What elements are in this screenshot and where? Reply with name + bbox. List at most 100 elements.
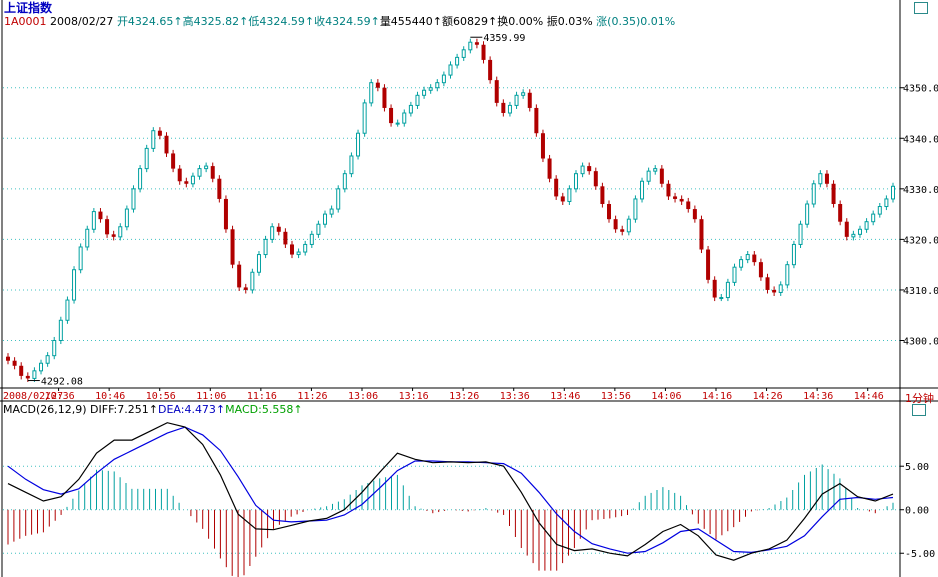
time-tick-label: 14:16: [702, 391, 732, 402]
time-tick-label: 13:36: [500, 391, 530, 402]
time-tick-label: 11:06: [196, 391, 226, 402]
indicator-maximize-icon[interactable]: [912, 404, 926, 416]
candle-body: [692, 209, 697, 220]
candle-body: [488, 59, 493, 81]
candle-body: [276, 226, 281, 232]
candle-body: [699, 219, 704, 250]
open-value: 开4324.65↑: [116, 15, 183, 28]
candle-body: [877, 206, 882, 215]
close-value: 收4324.59↑: [314, 15, 380, 28]
candle-body: [607, 204, 612, 220]
candle-body: [593, 171, 598, 187]
diff-line: [7, 422, 894, 561]
candle-body: [653, 168, 658, 172]
candle-body: [540, 133, 545, 159]
candle-body: [303, 243, 308, 253]
candle-body: [514, 94, 519, 106]
candle-body: [32, 370, 37, 379]
candle-body: [739, 259, 744, 268]
candle-body: [857, 228, 862, 235]
candle-body: [871, 213, 876, 223]
candle-body: [144, 147, 149, 170]
price-tick-label: 4340.0: [903, 134, 938, 145]
candle-body: [329, 208, 334, 215]
price-tick-label: 4330.0: [903, 185, 938, 196]
candle-body: [758, 262, 763, 278]
candle-body: [91, 211, 96, 230]
candle-body: [85, 228, 90, 248]
candle-body: [534, 107, 539, 134]
candle-body: [39, 362, 44, 372]
candle-body: [818, 173, 823, 185]
stock-code: 1A0001: [4, 15, 47, 28]
maximize-icon[interactable]: [914, 2, 928, 14]
time-tick-label: 2008/02/27: [3, 391, 63, 402]
candle-body: [98, 211, 103, 220]
candle-body: [441, 74, 446, 84]
candle-body: [778, 284, 783, 293]
macd-layer: [7, 422, 894, 577]
candle-body: [468, 41, 473, 51]
candle-body: [243, 287, 248, 290]
time-tick-label: 13:06: [348, 391, 378, 402]
candle-body: [356, 132, 361, 157]
candle-body: [237, 264, 242, 288]
candle-body: [844, 221, 849, 237]
price-tick-label: 4350.0: [903, 84, 938, 95]
candle-body: [567, 188, 572, 202]
candle-body: [640, 180, 645, 200]
turnover-value: 换0.00%: [497, 15, 544, 28]
time-tick-label: 10:56: [146, 391, 176, 402]
candle-body: [157, 130, 162, 136]
candle-body: [455, 56, 460, 66]
candle-body: [223, 198, 228, 230]
candle-body: [521, 92, 526, 96]
candle-body: [659, 168, 664, 184]
candle-body: [309, 233, 314, 245]
quote-date: 2008/02/27: [50, 15, 114, 28]
time-tick-label: 10:46: [95, 391, 125, 402]
high-annotation: 4359.99: [483, 33, 525, 44]
time-tick-label: 11:16: [247, 391, 277, 402]
candle-body: [283, 231, 288, 245]
time-tick-label: 14:36: [803, 391, 833, 402]
price-tick-label: 4320.0: [903, 235, 938, 246]
candle-body: [151, 130, 156, 149]
candle-body: [666, 183, 671, 197]
candle-body: [772, 289, 777, 293]
amplitude-value: 振0.03%: [546, 15, 593, 28]
period-label[interactable]: 1分钟: [905, 392, 934, 405]
price-tick-label: 4300.0: [903, 337, 938, 348]
candle-body: [547, 158, 552, 179]
candle-body: [177, 168, 182, 182]
dea-value: DEA:4.473↑: [157, 403, 226, 416]
candle-body: [435, 82, 440, 89]
macd-tick-label: 0.00: [905, 506, 929, 517]
volume-value: 量455440↑: [379, 15, 443, 28]
candle-body: [12, 360, 17, 366]
time-tick-label: 13:26: [449, 391, 479, 402]
candle-body: [461, 49, 466, 58]
candle-body: [745, 254, 750, 261]
change-value: 涨(0.35)0.01%: [596, 15, 676, 28]
macd-info-bar: MACD(26,12,9) DIFF:7.251↑DEA:4.473↑MACD:…: [3, 404, 303, 416]
macd-label: MACD(26,12,9): [3, 403, 87, 416]
candle-body: [706, 249, 711, 280]
candle-body: [402, 112, 407, 124]
candle-body: [851, 233, 856, 238]
candle-body: [686, 201, 691, 210]
candle-body: [646, 170, 651, 182]
candle-body: [527, 92, 532, 108]
candle-body: [554, 178, 559, 197]
grid-layer: [3, 87, 900, 554]
candle-body: [256, 254, 261, 273]
time-tick-label: 14:06: [651, 391, 681, 402]
high-value: 高4325.82↑: [182, 15, 249, 28]
candle-body: [164, 135, 169, 154]
candle-body: [124, 208, 129, 228]
candle-body: [362, 102, 367, 134]
candle-body: [785, 264, 790, 286]
candle-body: [765, 277, 770, 290]
candle-body: [573, 173, 578, 190]
